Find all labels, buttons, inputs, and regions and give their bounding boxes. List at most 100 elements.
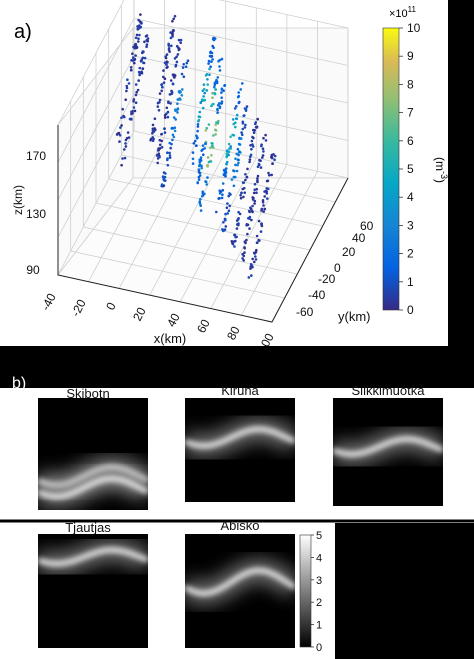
beam-point xyxy=(200,98,204,101)
beam-point xyxy=(224,218,227,222)
beam-point xyxy=(208,67,211,71)
allsky-panel-tjautjas xyxy=(38,534,148,648)
beam-point xyxy=(267,171,270,175)
beam-point xyxy=(270,173,274,177)
colorbar-exponent: ×1011 xyxy=(389,5,417,20)
y-tick: 0 xyxy=(334,261,341,275)
beam-point xyxy=(199,204,202,207)
beam-point xyxy=(165,63,168,66)
beam-point xyxy=(199,101,202,105)
beam-point xyxy=(203,91,206,95)
beam-point xyxy=(227,194,230,198)
beam-point xyxy=(227,153,230,157)
beam-point xyxy=(273,154,277,158)
beam-point xyxy=(126,131,130,134)
beam-point xyxy=(166,151,169,154)
beam-point xyxy=(249,263,253,266)
beam-point xyxy=(151,139,155,143)
beam-point xyxy=(232,184,236,188)
beam-point xyxy=(165,106,169,110)
beam-point xyxy=(237,150,241,154)
beam-point xyxy=(248,215,252,219)
beam-point xyxy=(179,98,182,101)
beam-point xyxy=(165,53,169,56)
beam-point xyxy=(251,204,254,208)
beam-8 xyxy=(215,82,244,214)
beam-point xyxy=(250,147,253,151)
beam-point xyxy=(191,162,195,165)
beam-point xyxy=(253,129,256,132)
beam-point xyxy=(235,105,238,108)
beam-point xyxy=(172,135,176,139)
beam-point xyxy=(129,66,133,69)
beam-point xyxy=(166,115,170,119)
beam-point xyxy=(156,101,160,105)
beam-point xyxy=(141,56,145,60)
beam-point xyxy=(255,187,258,191)
beam-point xyxy=(138,26,141,30)
beam-point xyxy=(249,267,252,270)
x-tick: 80 xyxy=(224,324,243,343)
beam-point xyxy=(172,17,175,21)
beam-point xyxy=(173,129,177,133)
beam-point xyxy=(226,149,229,152)
beam-point xyxy=(257,219,261,223)
beam-point xyxy=(160,89,163,93)
beam-point xyxy=(208,54,212,58)
beam-point xyxy=(168,154,172,157)
beam-point xyxy=(141,51,144,55)
beam-point xyxy=(177,48,181,52)
beam-point xyxy=(197,168,201,171)
beam-point xyxy=(250,207,253,211)
beam-point xyxy=(247,209,251,213)
beam-point xyxy=(162,75,165,79)
beam-point xyxy=(257,162,261,166)
beam-point xyxy=(215,210,218,214)
grid-line-y xyxy=(83,226,298,275)
beam-point xyxy=(207,123,211,126)
beam-point xyxy=(173,57,177,60)
beam-point xyxy=(257,238,260,242)
beam-point xyxy=(220,91,223,94)
beam-point xyxy=(211,142,214,145)
beam-point xyxy=(243,251,246,254)
beam-point xyxy=(161,85,164,89)
beam-point xyxy=(164,56,168,60)
beam-point xyxy=(259,166,263,169)
beam-point xyxy=(250,209,254,213)
beam-point xyxy=(243,114,246,117)
beam-point xyxy=(237,222,240,225)
beam-point xyxy=(139,13,142,16)
beam-point xyxy=(202,153,205,156)
beam-point xyxy=(163,114,167,117)
beam-point xyxy=(125,86,129,90)
beam-point xyxy=(256,177,259,180)
beam-point xyxy=(244,173,247,176)
beam-point xyxy=(151,123,155,127)
beam-5 xyxy=(191,36,217,165)
beam-point xyxy=(192,142,196,145)
grid-line-z xyxy=(57,18,349,163)
beam-point xyxy=(208,73,211,76)
beam-point xyxy=(207,160,211,164)
beam-point xyxy=(253,199,257,203)
beam-point xyxy=(180,94,184,97)
beam-point xyxy=(162,178,165,181)
beam-point xyxy=(130,59,133,62)
beam-point xyxy=(231,118,235,121)
beam-point xyxy=(193,139,197,143)
beam-point xyxy=(266,179,270,183)
beam-point xyxy=(213,83,217,86)
beam-point xyxy=(191,151,195,154)
colorbar-tick-label: 5 xyxy=(407,162,414,176)
beam-point xyxy=(211,144,214,148)
beam-point xyxy=(171,30,175,33)
beam-4 xyxy=(160,59,190,188)
beam-point xyxy=(263,195,267,198)
beam-point xyxy=(153,117,157,120)
beam-point xyxy=(205,73,209,76)
beam-point xyxy=(217,119,220,123)
beam-point xyxy=(139,59,143,63)
beam-point xyxy=(121,157,124,160)
beam-point xyxy=(131,52,134,55)
